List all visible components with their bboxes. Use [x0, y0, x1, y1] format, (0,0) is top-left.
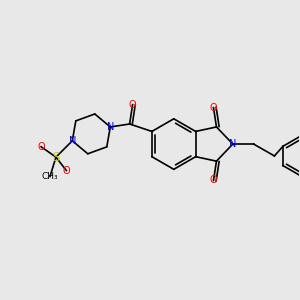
Text: O: O	[210, 176, 217, 185]
Text: N: N	[106, 122, 114, 132]
Text: O: O	[62, 166, 70, 176]
Text: O: O	[37, 142, 45, 152]
Text: O: O	[129, 100, 136, 110]
Text: N: N	[69, 136, 76, 146]
Text: O: O	[210, 103, 217, 112]
Text: N: N	[229, 139, 236, 149]
Text: S: S	[52, 151, 60, 164]
Text: CH₃: CH₃	[42, 172, 58, 181]
